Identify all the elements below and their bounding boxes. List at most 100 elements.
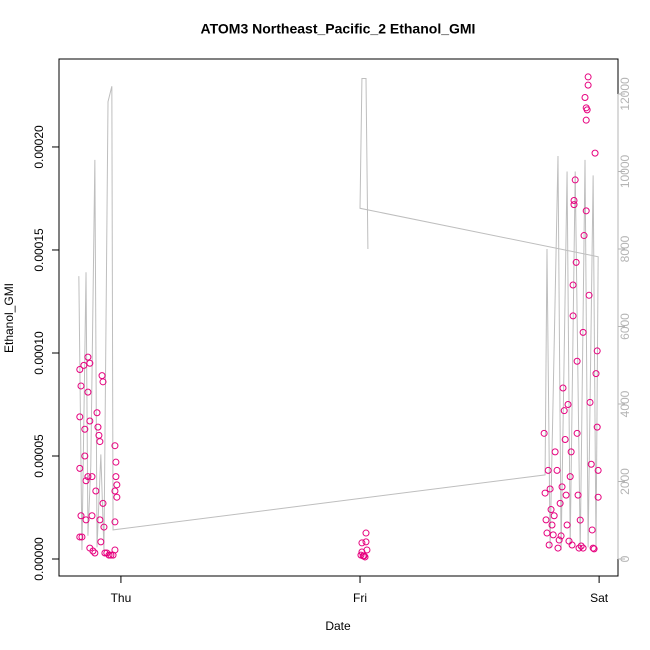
data-point <box>554 544 562 552</box>
x-tick-label: Fri <box>353 591 367 605</box>
data-point <box>567 448 575 456</box>
data-point <box>111 487 119 495</box>
data-point <box>89 547 97 555</box>
data-point <box>560 407 568 415</box>
data-point <box>88 473 96 481</box>
data-point <box>100 523 108 531</box>
data-point <box>570 201 578 209</box>
data-point <box>568 541 576 549</box>
data-point <box>107 551 115 559</box>
data-point <box>544 466 552 474</box>
data-point <box>584 73 592 81</box>
data-point <box>581 94 589 102</box>
data-point <box>580 232 588 240</box>
data-point <box>593 347 601 355</box>
data-point <box>357 551 365 559</box>
data-point <box>362 529 370 537</box>
y-axis-title: Ethanol_GMI <box>2 283 16 353</box>
data-point <box>545 541 553 549</box>
data-point <box>112 473 120 481</box>
y2-tick-label: 2000 <box>618 468 632 495</box>
data-point <box>362 538 370 546</box>
x-tick-label: Sat <box>590 591 609 605</box>
chart-title: ATOM3 Northeast_Pacific_2 Ethanol_GMI <box>201 21 476 37</box>
data-point <box>546 485 554 493</box>
data-point <box>585 291 593 299</box>
data-line <box>78 77 599 551</box>
data-point <box>113 493 121 501</box>
data-point <box>88 512 96 520</box>
data-point <box>588 526 596 534</box>
data-point <box>84 473 92 481</box>
data-point <box>563 521 571 529</box>
data-point <box>540 429 548 437</box>
data-point <box>92 487 100 495</box>
data-point <box>573 429 581 437</box>
data-point <box>93 409 101 417</box>
data-point <box>550 512 558 520</box>
data-point <box>105 551 113 559</box>
data-point <box>111 442 119 450</box>
data-point <box>84 353 92 361</box>
data-point <box>77 382 85 390</box>
data-point <box>594 466 602 474</box>
data-point <box>86 359 94 367</box>
data-point <box>542 516 550 524</box>
data-point <box>99 499 107 507</box>
data-point <box>559 384 567 392</box>
data-point <box>577 542 585 550</box>
data-point <box>358 539 366 547</box>
data-point <box>570 197 578 205</box>
data-point <box>551 448 559 456</box>
data-point <box>113 481 121 489</box>
data-point <box>572 258 580 266</box>
data-point <box>587 460 595 468</box>
data-point <box>76 464 84 472</box>
y2-tick-label: 6000 <box>618 313 632 340</box>
y2-tick-label: 8000 <box>618 235 632 262</box>
data-point <box>548 521 556 529</box>
data-point <box>553 466 561 474</box>
data-point <box>91 549 99 557</box>
data-point <box>594 493 602 501</box>
data-point <box>112 458 120 466</box>
data-point <box>573 357 581 365</box>
data-point <box>582 116 590 124</box>
data-point <box>549 531 557 539</box>
data-point <box>583 106 591 114</box>
data-point <box>562 491 570 499</box>
data-point <box>363 546 371 554</box>
data-point <box>103 549 111 557</box>
data-point <box>94 423 102 431</box>
data-point <box>579 328 587 336</box>
data-point <box>571 176 579 184</box>
data-point <box>86 417 94 425</box>
data-point <box>589 544 597 552</box>
data-point <box>84 388 92 396</box>
data-point <box>96 516 104 524</box>
data-point <box>76 533 84 541</box>
data-point <box>569 281 577 289</box>
data-point <box>98 372 106 380</box>
data-point <box>561 436 569 444</box>
data-point <box>593 423 601 431</box>
y-tick-label: 0.00020 <box>32 125 46 169</box>
data-point <box>569 312 577 320</box>
data-point <box>564 400 572 408</box>
data-point <box>76 413 84 421</box>
data-point <box>96 438 104 446</box>
data-point <box>555 536 563 544</box>
data-point <box>574 491 582 499</box>
data-point <box>584 81 592 89</box>
data-point <box>97 538 105 546</box>
y-tick-label: 0.00010 <box>32 331 46 375</box>
data-point <box>575 544 583 552</box>
data-point <box>82 516 90 524</box>
data-point <box>556 499 564 507</box>
data-point <box>111 518 119 526</box>
data-point <box>586 398 594 406</box>
plot-frame <box>58 58 619 577</box>
data-point <box>82 477 90 485</box>
data-point <box>591 149 599 157</box>
data-point <box>590 545 598 553</box>
